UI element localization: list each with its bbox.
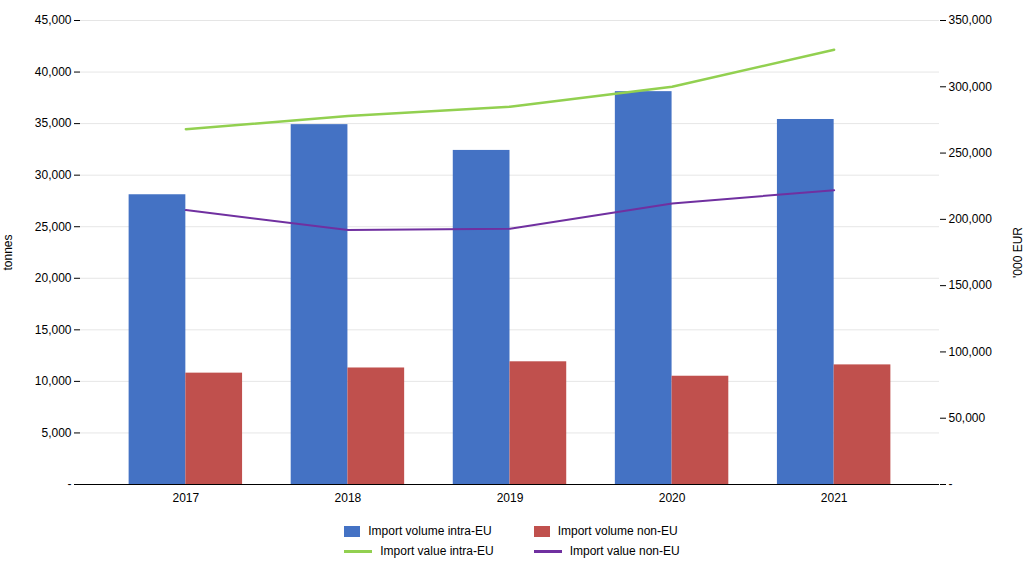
svg-text:25,000: 25,000: [35, 220, 72, 234]
svg-text:35,000: 35,000: [35, 116, 72, 130]
svg-text:2017: 2017: [172, 491, 199, 505]
svg-text:2020: 2020: [659, 491, 686, 505]
svg-text:150,000: 150,000: [949, 278, 993, 292]
svg-text:5,000: 5,000: [41, 426, 71, 440]
svg-text:200,000: 200,000: [949, 212, 993, 226]
html-text:Import value non-EU: Import value non-EU: [569, 544, 680, 558]
html-text:Import volume intra-EU: Import volume intra-EU: [368, 524, 492, 538]
svg-text:40,000: 40,000: [35, 65, 72, 79]
svg-text:tonnes: tonnes: [1, 234, 15, 270]
svg-text:50,000: 50,000: [949, 411, 986, 425]
svg-text:2018: 2018: [335, 491, 362, 505]
svg-text:100,000: 100,000: [949, 345, 993, 359]
svg-text:20,000: 20,000: [35, 271, 72, 285]
svg-text:300,000: 300,000: [949, 80, 993, 94]
svg-text:2019: 2019: [497, 491, 524, 505]
svg-text:350,000: 350,000: [949, 13, 993, 27]
svg-text:30,000: 30,000: [35, 168, 72, 182]
html-text:Import volume non-EU: Import volume non-EU: [557, 524, 678, 538]
svg-text:250,000: 250,000: [949, 146, 993, 160]
html-text:Import value intra-EU: Import value intra-EU: [380, 544, 494, 558]
svg-text:2021: 2021: [821, 491, 848, 505]
svg-text:15,000: 15,000: [35, 323, 72, 337]
svg-text:10,000: 10,000: [35, 374, 72, 388]
svg-text:45,000: 45,000: [35, 13, 72, 27]
svg-text:'000 EUR: '000 EUR: [1011, 227, 1024, 278]
svg-text:-: -: [949, 477, 953, 491]
svg-text:-: -: [68, 477, 72, 491]
